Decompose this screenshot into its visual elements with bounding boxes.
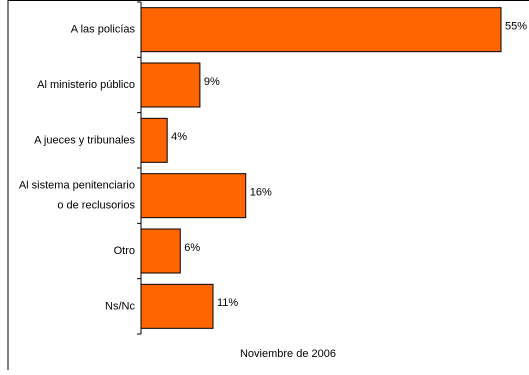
category-labels-group: A las policías Al ministerio público A jue…: [19, 24, 136, 313]
bar-3: [140, 173, 247, 219]
category-label-line-4-0: Otro: [114, 245, 135, 257]
category-label-1: Al ministerio público: [37, 79, 135, 91]
category-label-line-1-0: Al ministerio público: [37, 79, 135, 91]
bar-2: [140, 117, 168, 163]
value-labels-group: 55% 9% 4% 16% 6% 11%: [171, 21, 527, 310]
bar-0: [140, 7, 502, 53]
value-label-4: 6%: [184, 242, 200, 254]
category-label-2: A jueces y tribunales: [34, 134, 135, 146]
value-label-0: 55%: [505, 21, 527, 33]
bar-4: [140, 228, 181, 274]
category-label-line-5-0: Ns/Nc: [105, 300, 135, 312]
category-label-5: Ns/Nc: [105, 300, 135, 312]
value-label-1: 9%: [204, 76, 220, 88]
chart-footer-date: Noviembre de 2006: [240, 348, 336, 360]
category-label-4: Otro: [114, 245, 135, 257]
bars-group: [140, 7, 502, 329]
chart-border: [7, 0, 529, 370]
category-label-line-3-1: o de reclusorios: [57, 200, 135, 212]
axis-group: [137, 1, 142, 335]
category-label-line-3-0: Al sistema penitenciario: [19, 180, 135, 192]
category-label-3: Al sistema penitenciario o de reclusorios: [19, 180, 136, 212]
value-label-5: 11%: [217, 297, 238, 309]
value-label-3: 16%: [250, 187, 272, 199]
bar-1: [140, 62, 201, 108]
value-label-2: 4%: [171, 131, 187, 143]
category-label-0: A las policías: [71, 24, 136, 36]
category-label-line-2-0: A jueces y tribunales: [34, 134, 135, 146]
category-label-line-0-0: A las policías: [71, 24, 136, 36]
bar-5: [140, 283, 214, 329]
